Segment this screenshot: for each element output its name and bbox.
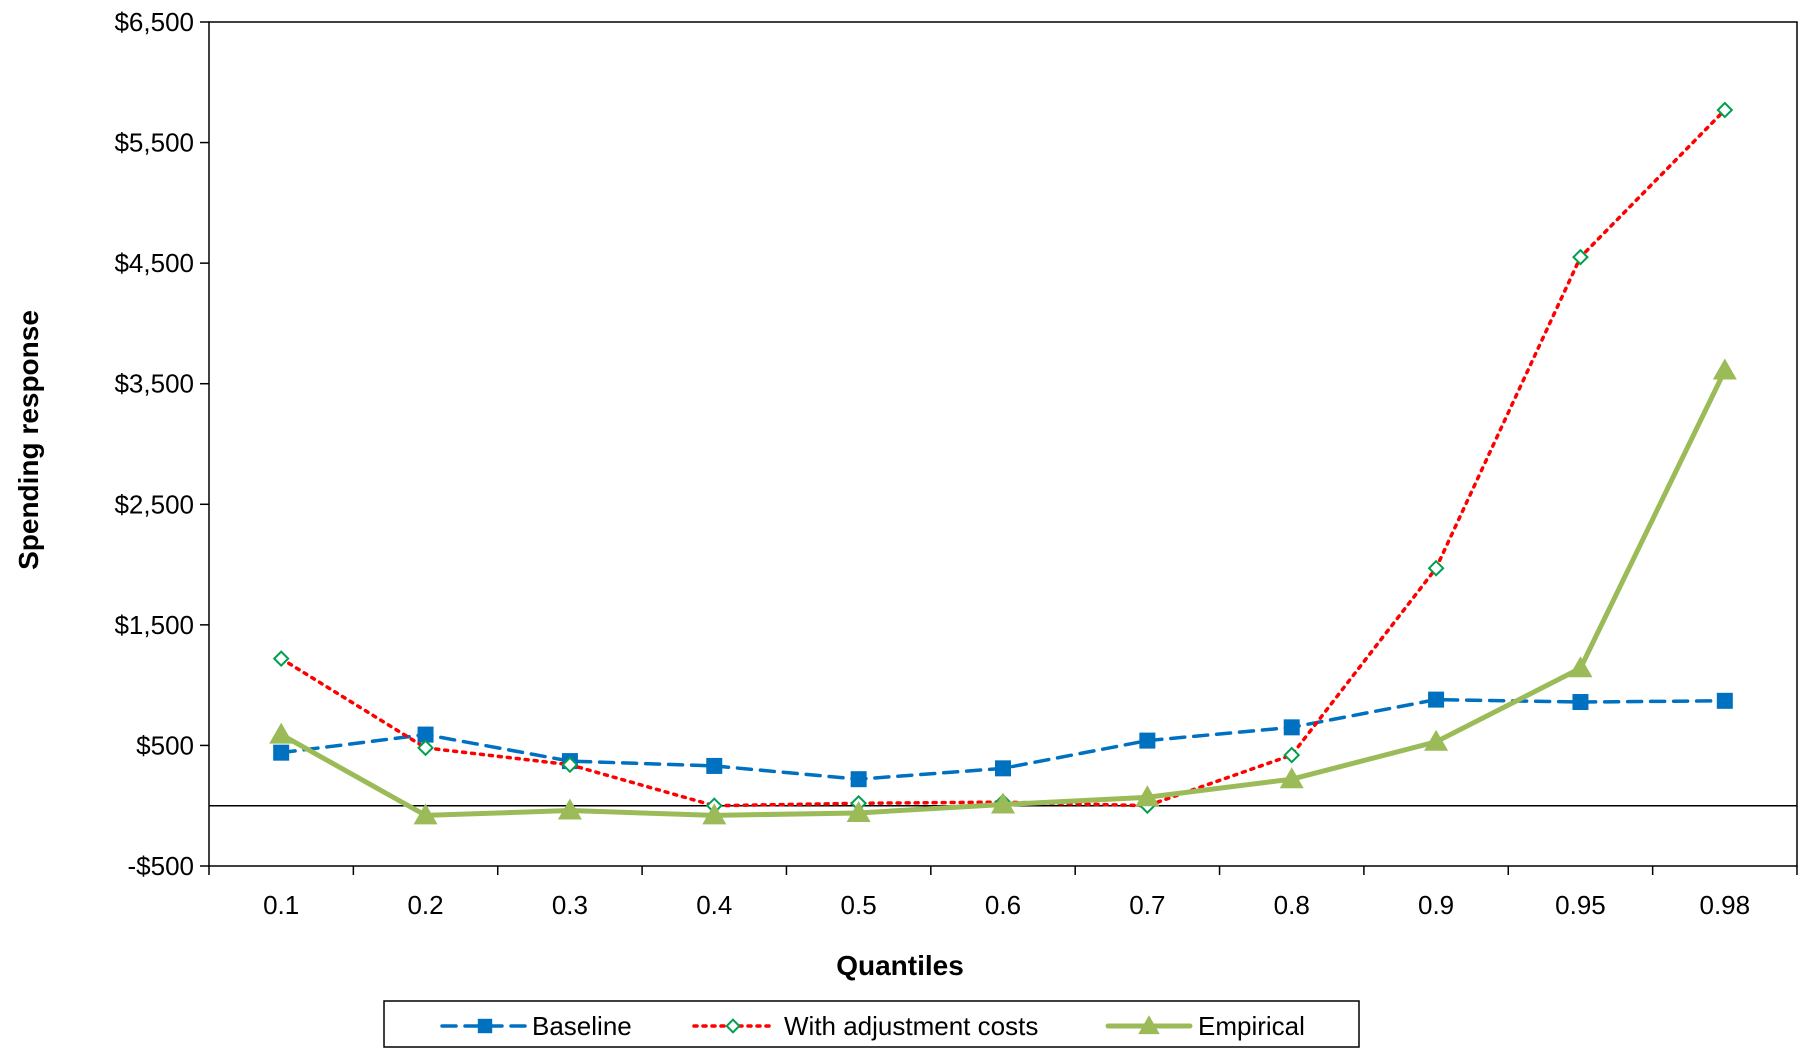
- series-marker: [850, 771, 867, 788]
- y-tick-label: $500: [136, 730, 194, 760]
- x-tick-label: 0.2: [407, 890, 443, 920]
- series-marker: [1283, 746, 1301, 764]
- series-marker: [1716, 692, 1733, 709]
- x-tick-label: 0.4: [696, 890, 732, 920]
- series-line: [279, 108, 1727, 808]
- legend-item: With adjustment costs: [692, 1011, 1038, 1041]
- series-marker: [725, 1018, 741, 1034]
- series-layer: [269, 101, 1737, 825]
- y-tick-label: $6,500: [114, 7, 194, 37]
- y-tick-label: -$500: [128, 851, 195, 881]
- series-marker: [702, 803, 727, 825]
- legend: Baseline With adjustment costs Empirical: [383, 1000, 1360, 1048]
- legend-box: [383, 1000, 1360, 1048]
- legend-label: Baseline: [532, 1011, 632, 1041]
- series-marker: [1568, 656, 1593, 678]
- x-tick-label: 0.98: [1700, 890, 1751, 920]
- plot-area: [208, 21, 1798, 867]
- series-marker: [706, 757, 723, 774]
- series-marker: [1572, 248, 1589, 266]
- y-tick-label: $1,500: [114, 610, 194, 640]
- y-tick-label: $3,500: [114, 369, 194, 399]
- series-marker: [413, 803, 438, 825]
- series-marker: [1279, 767, 1304, 789]
- series-marker: [1135, 785, 1160, 807]
- x-tick-label: 0.95: [1555, 890, 1606, 920]
- y-tick-label: $4,500: [114, 248, 194, 278]
- axes: -$500 $500 $1,500 $2,500 $3,500 $4,500 $5,500 $…: [114, 7, 1798, 920]
- series-marker: [1428, 691, 1445, 708]
- x-tick-label: 0.9: [1418, 890, 1454, 920]
- series-baseline: [273, 691, 1733, 788]
- legend-item: Baseline: [440, 1011, 632, 1041]
- x-tick-label: 0.7: [1129, 890, 1165, 920]
- x-tick-label: 0.1: [263, 890, 299, 920]
- x-tick-label: 0.5: [841, 890, 877, 920]
- series-marker: [846, 800, 871, 822]
- series-with-adjustment-costs: [272, 101, 1734, 815]
- series-marker: [1712, 358, 1737, 380]
- series-empirical: [269, 358, 1737, 825]
- y-axis-title: Spending response: [13, 310, 44, 570]
- x-tick-label: 0.8: [1274, 890, 1310, 920]
- series-marker: [1424, 729, 1449, 751]
- series-marker: [995, 760, 1011, 777]
- series-marker: [272, 650, 290, 668]
- series-marker: [561, 756, 579, 774]
- x-tick-label: 0.3: [552, 890, 588, 920]
- legend-label: With adjustment costs: [784, 1011, 1038, 1041]
- series-marker: [1427, 559, 1445, 577]
- y-tick-label: $2,500: [114, 489, 194, 519]
- x-tick-label: 0.6: [985, 890, 1021, 920]
- series-marker: [417, 739, 434, 757]
- series-marker: [557, 798, 582, 820]
- series-marker: [991, 792, 1015, 814]
- x-axis-title: Quantiles: [836, 950, 964, 981]
- legend-label: Empirical: [1198, 1011, 1305, 1041]
- series-marker: [417, 726, 434, 743]
- series-marker: [477, 1018, 493, 1034]
- series-marker: [1283, 719, 1300, 736]
- series-marker: [1138, 1015, 1160, 1035]
- series-marker: [1572, 694, 1589, 711]
- series-marker: [269, 722, 294, 744]
- legend-item: Empirical: [1105, 1011, 1305, 1041]
- series-marker: [1139, 732, 1156, 749]
- series-marker: [1716, 101, 1734, 119]
- y-tick-label: $5,500: [114, 128, 194, 158]
- series-marker: [273, 744, 290, 761]
